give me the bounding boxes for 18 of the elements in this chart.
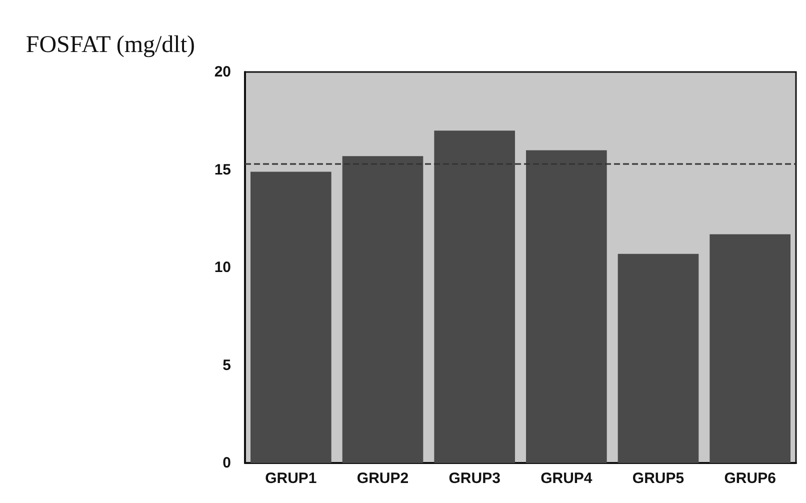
x-tick-label: GRUP2 xyxy=(356,470,409,487)
bar xyxy=(434,130,515,463)
y-tick-label: 0 xyxy=(222,454,231,472)
bar xyxy=(250,172,332,463)
x-tick-label: GRUP4 xyxy=(540,470,593,487)
bar xyxy=(342,156,424,463)
x-tick-label: GRUP6 xyxy=(724,470,776,487)
x-tick-label: GRUP1 xyxy=(265,470,317,487)
y-tick-label: 20 xyxy=(214,64,231,80)
y-tick-label: 5 xyxy=(222,356,231,374)
y-tick-label: 10 xyxy=(214,259,231,276)
bar xyxy=(618,254,699,463)
x-tick-label: GRUP3 xyxy=(448,470,500,487)
bar xyxy=(710,234,790,463)
x-tick-label: GRUP5 xyxy=(632,470,684,487)
y-axis-title: FOSFAT (mg/dlt) xyxy=(26,32,195,58)
bar xyxy=(526,150,607,463)
y-tick-label: 15 xyxy=(214,161,231,178)
